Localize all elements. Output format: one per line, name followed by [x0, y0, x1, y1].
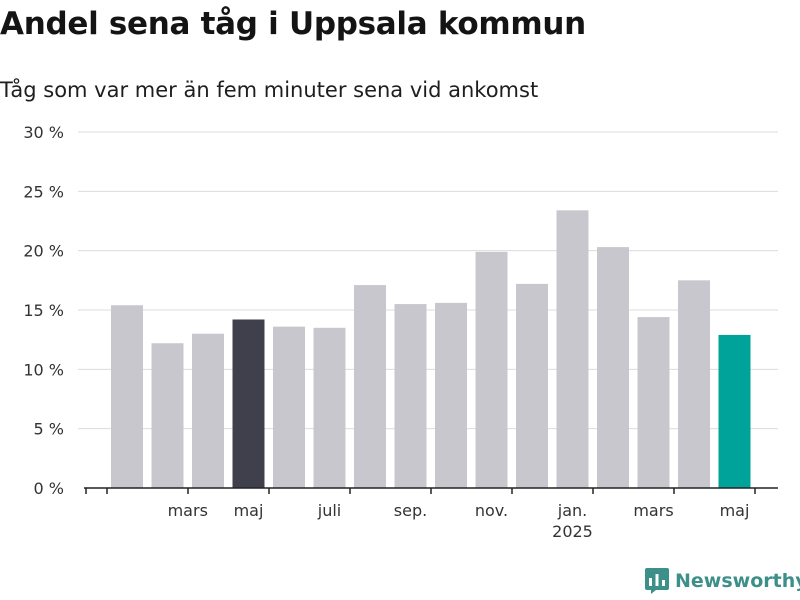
y-tick-label: 20 %: [23, 242, 64, 261]
x-tick-label: jan.: [557, 501, 587, 520]
newsworthy-icon: [645, 568, 669, 594]
x-tick-label: juli: [317, 501, 341, 520]
y-axis-ticks: 0 % 5 % 10 % 15 % 20 % 25 % 30 %: [23, 123, 64, 498]
x-tick-label: mars: [633, 501, 673, 520]
x-tick-label: sep.: [394, 501, 427, 520]
y-tick-label: 10 %: [23, 360, 64, 379]
bar: [273, 326, 305, 488]
bar: [475, 251, 508, 488]
bars: [111, 210, 751, 488]
chart-subtitle: Tåg som var mer än fem minuter sena vid …: [0, 78, 539, 102]
x-tick-label: mars: [168, 501, 208, 520]
bar: [556, 210, 589, 488]
y-tick-label: 0 %: [34, 479, 64, 498]
bar: [718, 334, 751, 488]
bar: [313, 327, 346, 488]
bar: [151, 343, 184, 488]
bar-chart: 0 % 5 % 10 % 15 % 20 % 25 % 30 % mars maj juli se…: [23, 123, 778, 541]
bar: [637, 317, 670, 488]
bar: [516, 283, 548, 488]
x-tick-sublabel: 2025: [552, 522, 593, 541]
bar: [232, 319, 265, 488]
brand-name: Newsworthy: [675, 570, 800, 592]
y-tick-label: 30 %: [23, 123, 64, 142]
x-axis: mars maj juli sep. nov. jan. 2025 mars maj: [84, 487, 778, 541]
x-tick-label: maj: [720, 501, 750, 520]
y-tick-label: 15 %: [23, 301, 64, 320]
bar: [394, 304, 427, 488]
bar: [597, 247, 629, 488]
bar: [678, 280, 710, 488]
y-tick-label: 25 %: [23, 182, 64, 201]
x-tick-label: maj: [234, 501, 264, 520]
x-tick-label: nov.: [475, 501, 508, 520]
bar: [435, 302, 467, 488]
bar: [354, 285, 386, 488]
bar: [111, 305, 143, 488]
chart-title: Andel sena tåg i Uppsala kommun: [0, 6, 586, 42]
y-tick-label: 5 %: [34, 420, 64, 439]
newsworthy-logo: Newsworthy: [645, 568, 800, 594]
bar: [192, 333, 224, 488]
